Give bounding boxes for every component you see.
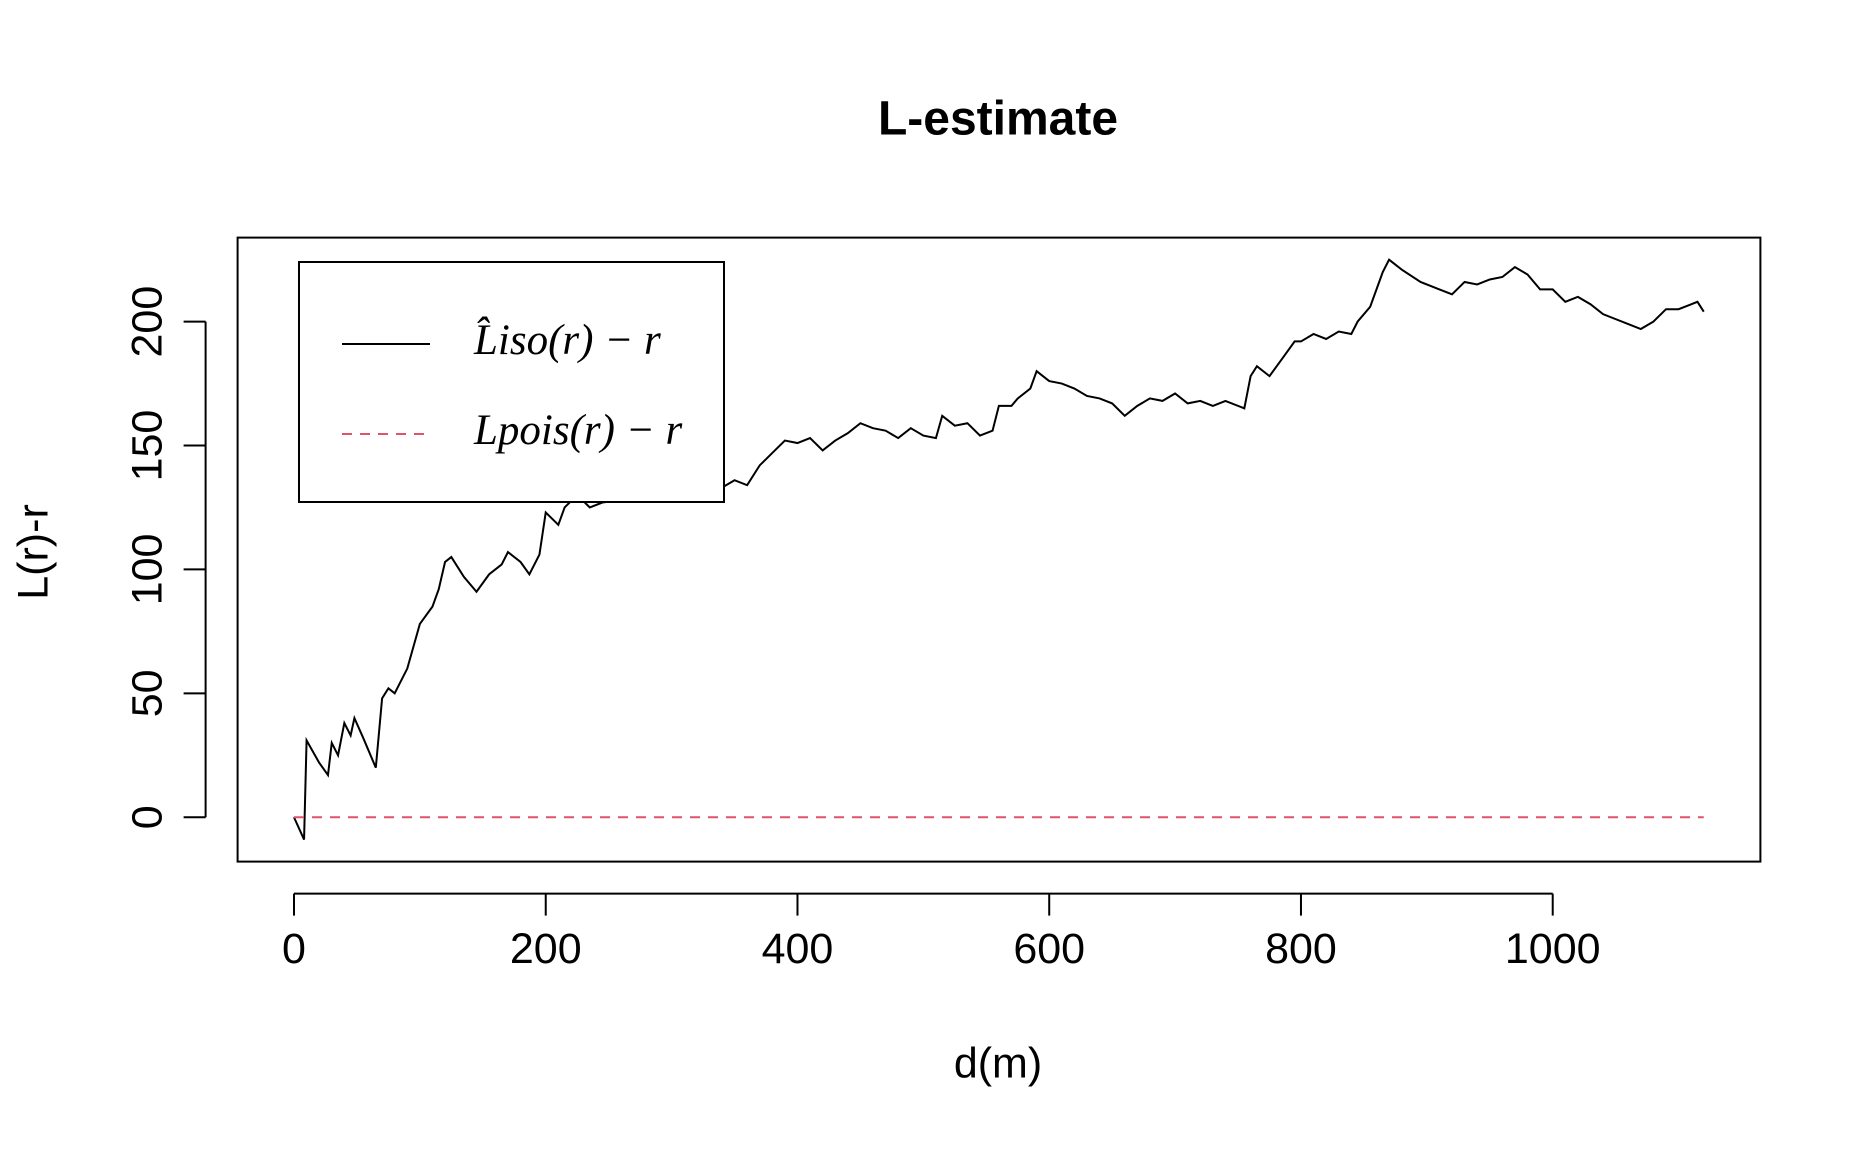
legend-box — [298, 261, 725, 503]
legend-label: Lpois(r) − r — [473, 407, 682, 454]
y-tick-label: 150 — [123, 410, 171, 482]
x-axis-label: d(m) — [954, 1039, 1042, 1087]
y-tick-label: 100 — [123, 534, 171, 606]
x-tick-label: 200 — [510, 925, 582, 973]
x-tick-label: 800 — [1265, 925, 1337, 973]
x-tick-label: 0 — [282, 925, 306, 973]
x-tick-label: 1000 — [1505, 925, 1601, 973]
x-tick-label: 600 — [1013, 925, 1085, 973]
x-tick-label: 400 — [762, 925, 834, 973]
series-line — [293, 258, 1705, 840]
chart-title: L-estimate — [878, 93, 1118, 146]
y-tick-label: 0 — [123, 805, 171, 829]
plot-frame — [236, 236, 1762, 863]
y-axis-label: L(r)-r — [9, 504, 57, 600]
legend-label: L̂iso(r) − r — [473, 317, 661, 364]
y-tick-label: 200 — [123, 286, 171, 358]
y-tick-label: 50 — [123, 669, 171, 717]
